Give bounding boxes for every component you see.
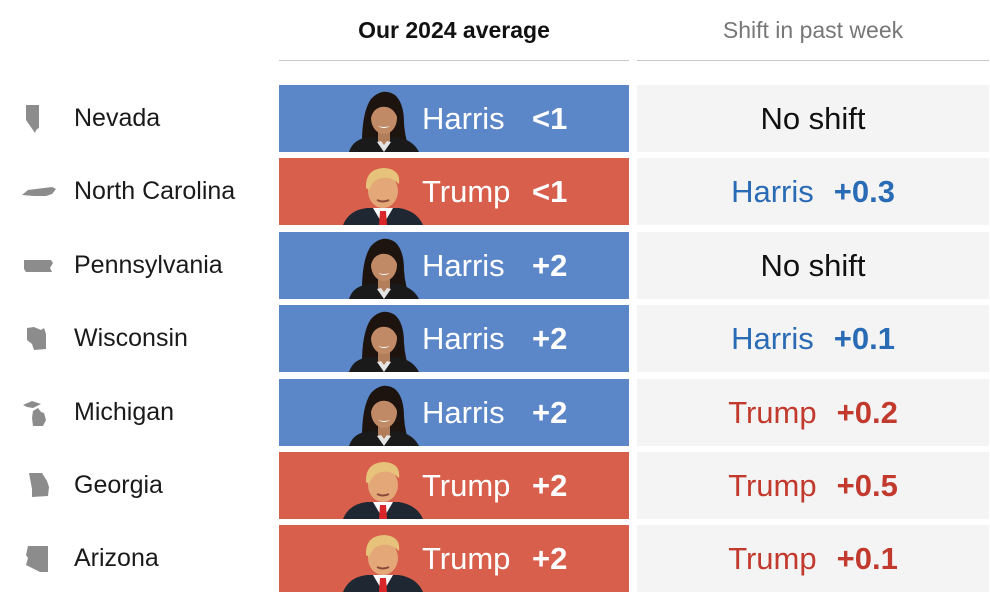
shift-value: +0.2	[836, 394, 898, 430]
state-label: Arizona	[22, 525, 159, 592]
shift-cell: Harris +0.1	[637, 305, 989, 372]
state-label: Wisconsin	[22, 305, 188, 372]
state-name: Arizona	[74, 544, 159, 572]
georgia-icon	[22, 469, 56, 503]
no-shift-label: No shift	[760, 247, 866, 283]
shift-leader-name: Trump	[728, 467, 817, 503]
state-name: Michigan	[74, 398, 175, 426]
shift-column-header: Shift in past week	[722, 17, 904, 43]
shift-cell: Trump +0.2	[637, 379, 989, 446]
average-cell: Harris +2	[279, 232, 629, 299]
no-shift-label: No shift	[760, 100, 866, 136]
trump-portrait	[343, 168, 423, 225]
average-column-header: Our 2024 average	[358, 17, 550, 43]
leader-margin: +2	[532, 541, 568, 576]
average-cell: Harris +2	[279, 305, 629, 372]
table-row: Michigan Harris +2 Trump +0.2	[0, 379, 990, 446]
shift-cell: Trump +0.1	[637, 525, 989, 592]
leader-name: Harris	[422, 248, 505, 283]
state-name: Wisconsin	[74, 324, 188, 352]
average-cell: Harris +2	[279, 379, 629, 446]
leader-margin: <1	[532, 101, 568, 136]
shift-cell: No shift	[637, 232, 989, 299]
shift-header-rule	[637, 60, 989, 61]
shift-value: +0.3	[833, 173, 895, 209]
state-label: Pennsylvania	[22, 232, 223, 299]
shift-cell: Trump +0.5	[637, 452, 989, 519]
leader-name: Trump	[422, 174, 511, 209]
shift-cell: No shift	[637, 85, 989, 152]
leader-name: Trump	[422, 541, 511, 576]
state-label: Michigan	[22, 379, 174, 446]
table-row: Georgia Trump +2 Trump +0.5	[0, 452, 990, 519]
leader-name: Harris	[422, 395, 505, 430]
trump-portrait	[343, 462, 423, 519]
harris-portrait	[349, 385, 419, 446]
shift-leader-name: Trump	[728, 540, 817, 576]
leader-margin: +2	[532, 248, 568, 283]
leader-name: Trump	[422, 468, 511, 503]
nevada-icon	[22, 102, 56, 136]
leader-name: Harris	[422, 321, 505, 356]
average-cell: Trump +2	[279, 452, 629, 519]
state-name: Georgia	[74, 471, 163, 499]
shift-value: +0.1	[833, 320, 895, 356]
trump-portrait	[343, 535, 423, 592]
state-name: Pennsylvania	[74, 251, 223, 279]
average-cell: Trump <1	[279, 158, 629, 225]
table-row: North Carolina Trump <1 Harris +0.3	[0, 158, 990, 225]
shift-leader-name: Harris	[731, 173, 814, 209]
pennsylvania-icon	[22, 249, 56, 283]
harris-portrait	[349, 311, 419, 372]
shift-value: +0.5	[836, 467, 898, 503]
state-label: Georgia	[22, 452, 163, 519]
average-cell: Harris <1	[279, 85, 629, 152]
leader-margin: +2	[532, 395, 568, 430]
state-name: Nevada	[74, 104, 161, 132]
harris-portrait	[349, 91, 419, 152]
state-label: North Carolina	[22, 158, 235, 225]
harris-portrait	[349, 238, 419, 299]
leader-margin: <1	[532, 174, 568, 209]
shift-cell: Harris +0.3	[637, 158, 989, 225]
average-cell: Trump +2	[279, 525, 629, 592]
table-row: Pennsylvania Harris +2 No shift	[0, 232, 990, 299]
wisconsin-icon	[22, 322, 56, 356]
michigan-icon	[22, 396, 56, 430]
state-name: North Carolina	[74, 177, 236, 205]
north-carolina-icon	[22, 175, 56, 209]
average-header-rule	[279, 60, 629, 61]
shift-leader-name: Trump	[728, 394, 817, 430]
arizona-icon	[22, 542, 56, 576]
leader-margin: +2	[532, 321, 568, 356]
shift-leader-name: Harris	[731, 320, 814, 356]
table-row: Arizona Trump +2 Trump +0.1	[0, 525, 990, 592]
leader-name: Harris	[422, 101, 505, 136]
shift-value: +0.1	[836, 540, 898, 576]
state-label: Nevada	[22, 85, 160, 152]
leader-margin: +2	[532, 468, 568, 503]
table-row: Nevada Harris <1 No shift	[0, 85, 990, 152]
table-row: Wisconsin Harris +2 Harris +0.1	[0, 305, 990, 372]
